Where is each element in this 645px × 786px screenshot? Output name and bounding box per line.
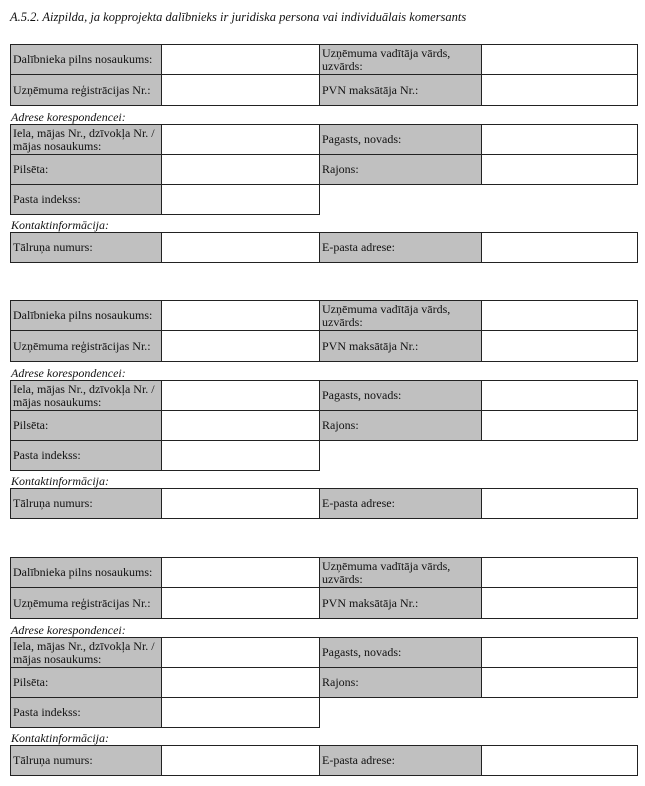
contact-section-label: Kontaktinformācija: bbox=[11, 731, 109, 745]
city-field[interactable] bbox=[161, 667, 320, 698]
vat-payer-no-label: PVN maksātāja Nr.: bbox=[319, 587, 482, 619]
form-title: A.5.2. Aizpilda, ja kopprojekta dalībnie… bbox=[10, 10, 467, 24]
email-label: E-pasta adrese: bbox=[319, 488, 482, 519]
email-field[interactable] bbox=[481, 745, 638, 776]
district-field[interactable] bbox=[481, 667, 638, 698]
street-label: Iela, mājas Nr., dzīvokļa Nr. / mājas no… bbox=[10, 380, 162, 411]
address-table: Iela, mājas Nr., dzīvokļa Nr. / mājas no… bbox=[10, 124, 638, 215]
email-label: E-pasta adrese: bbox=[319, 745, 482, 776]
parish-field[interactable] bbox=[481, 380, 638, 411]
contact-table: Tālruņa numurs: E-pasta adrese: bbox=[10, 488, 638, 519]
parish-label: Pagasts, novads: bbox=[319, 637, 482, 668]
address-table: Iela, mājas Nr., dzīvokļa Nr. / mājas no… bbox=[10, 637, 638, 728]
company-info-table: Dalībnieka pilns nosaukums: Uzņēmuma vadī… bbox=[10, 557, 638, 619]
district-label: Rajons: bbox=[319, 667, 482, 698]
participant-full-name-field[interactable] bbox=[161, 300, 320, 331]
district-field[interactable] bbox=[481, 154, 638, 185]
postal-code-field[interactable] bbox=[161, 440, 320, 471]
participant-full-name-field[interactable] bbox=[161, 557, 320, 588]
city-label: Pilsēta: bbox=[10, 410, 162, 441]
phone-field[interactable] bbox=[161, 232, 320, 263]
postal-code-label: Pasta indekss: bbox=[10, 184, 162, 215]
participant-full-name-label: Dalībnieka pilns nosaukums: bbox=[10, 300, 162, 331]
company-info-table: Dalībnieka pilns nosaukums: Uzņēmuma vadī… bbox=[10, 300, 638, 362]
company-head-name-field[interactable] bbox=[481, 557, 638, 588]
company-head-name-label: Uzņēmuma vadītāja vārds, uzvārds: bbox=[319, 557, 482, 588]
company-head-name-label: Uzņēmuma vadītāja vārds, uzvārds: bbox=[319, 44, 482, 75]
email-field[interactable] bbox=[481, 488, 638, 519]
participant-full-name-field[interactable] bbox=[161, 44, 320, 75]
contact-section-label: Kontaktinformācija: bbox=[11, 218, 109, 232]
participant-full-name-label: Dalībnieka pilns nosaukums: bbox=[10, 44, 162, 75]
company-reg-no-label: Uzņēmuma reģistrācijas Nr.: bbox=[10, 330, 162, 362]
phone-label: Tālruņa numurs: bbox=[10, 488, 162, 519]
parish-label: Pagasts, novads: bbox=[319, 124, 482, 155]
street-field[interactable] bbox=[161, 380, 320, 411]
district-field[interactable] bbox=[481, 410, 638, 441]
phone-field[interactable] bbox=[161, 745, 320, 776]
street-label: Iela, mājas Nr., dzīvokļa Nr. / mājas no… bbox=[10, 124, 162, 155]
city-field[interactable] bbox=[161, 154, 320, 185]
district-label: Rajons: bbox=[319, 410, 482, 441]
contact-section-label: Kontaktinformācija: bbox=[11, 474, 109, 488]
city-label: Pilsēta: bbox=[10, 667, 162, 698]
company-reg-no-label: Uzņēmuma reģistrācijas Nr.: bbox=[10, 74, 162, 106]
address-section-label: Adrese korespondencei: bbox=[11, 623, 126, 637]
city-field[interactable] bbox=[161, 410, 320, 441]
city-label: Pilsēta: bbox=[10, 154, 162, 185]
empty-cell bbox=[319, 697, 638, 728]
address-section-label: Adrese korespondencei: bbox=[11, 366, 126, 380]
vat-payer-no-field[interactable] bbox=[481, 587, 638, 619]
parish-field[interactable] bbox=[481, 637, 638, 668]
company-reg-no-field[interactable] bbox=[161, 330, 320, 362]
street-field[interactable] bbox=[161, 124, 320, 155]
company-head-name-field[interactable] bbox=[481, 44, 638, 75]
phone-label: Tālruņa numurs: bbox=[10, 745, 162, 776]
contact-table: Tālruņa numurs: E-pasta adrese: bbox=[10, 232, 638, 263]
empty-cell bbox=[319, 440, 638, 471]
email-label: E-pasta adrese: bbox=[319, 232, 482, 263]
empty-cell bbox=[319, 184, 638, 215]
company-reg-no-label: Uzņēmuma reģistrācijas Nr.: bbox=[10, 587, 162, 619]
company-head-name-field[interactable] bbox=[481, 300, 638, 331]
postal-code-field[interactable] bbox=[161, 697, 320, 728]
street-label: Iela, mājas Nr., dzīvokļa Nr. / mājas no… bbox=[10, 637, 162, 668]
vat-payer-no-field[interactable] bbox=[481, 330, 638, 362]
district-label: Rajons: bbox=[319, 154, 482, 185]
company-info-table: Dalībnieka pilns nosaukums: Uzņēmuma vadī… bbox=[10, 44, 638, 106]
participant-full-name-label: Dalībnieka pilns nosaukums: bbox=[10, 557, 162, 588]
email-field[interactable] bbox=[481, 232, 638, 263]
phone-label: Tālruņa numurs: bbox=[10, 232, 162, 263]
parish-field[interactable] bbox=[481, 124, 638, 155]
street-field[interactable] bbox=[161, 637, 320, 668]
address-section-label: Adrese korespondencei: bbox=[11, 110, 126, 124]
postal-code-label: Pasta indekss: bbox=[10, 697, 162, 728]
postal-code-field[interactable] bbox=[161, 184, 320, 215]
vat-payer-no-field[interactable] bbox=[481, 74, 638, 106]
postal-code-label: Pasta indekss: bbox=[10, 440, 162, 471]
vat-payer-no-label: PVN maksātāja Nr.: bbox=[319, 330, 482, 362]
company-reg-no-field[interactable] bbox=[161, 587, 320, 619]
parish-label: Pagasts, novads: bbox=[319, 380, 482, 411]
company-head-name-label: Uzņēmuma vadītāja vārds, uzvārds: bbox=[319, 300, 482, 331]
vat-payer-no-label: PVN maksātāja Nr.: bbox=[319, 74, 482, 106]
address-table: Iela, mājas Nr., dzīvokļa Nr. / mājas no… bbox=[10, 380, 638, 471]
company-reg-no-field[interactable] bbox=[161, 74, 320, 106]
phone-field[interactable] bbox=[161, 488, 320, 519]
contact-table: Tālruņa numurs: E-pasta adrese: bbox=[10, 745, 638, 776]
